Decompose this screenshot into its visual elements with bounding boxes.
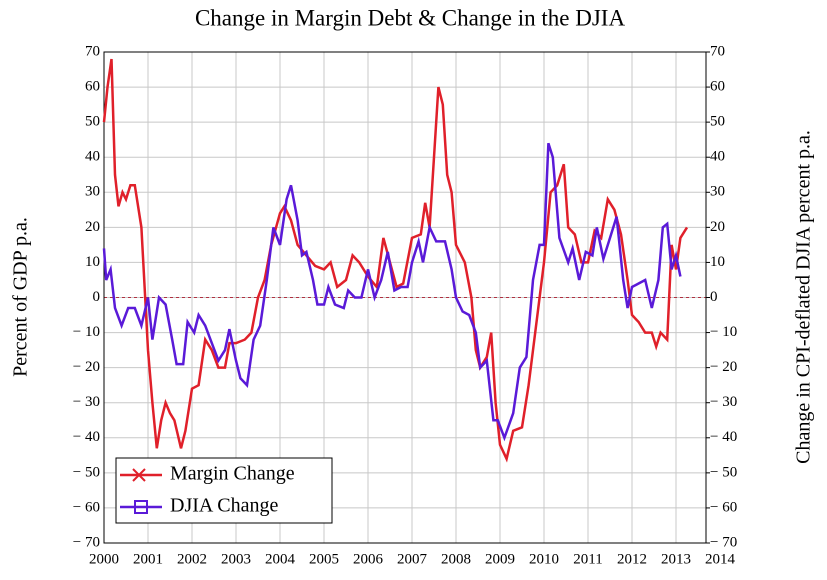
y-tick-label: 0 — [93, 289, 101, 305]
x-tick-label: 2003 — [221, 551, 251, 567]
y-tick-label: 10 — [85, 254, 100, 270]
x-tick-label: 2012 — [617, 551, 647, 567]
y-tick-label: − 70 — [73, 534, 100, 550]
y2-tick-label: 0 — [710, 289, 718, 305]
y2-tick-label: − 20 — [710, 359, 737, 375]
x-tick-label: 2004 — [265, 551, 296, 567]
y2-tick-label: 50 — [710, 114, 725, 130]
x-tick-label: 2001 — [133, 551, 163, 567]
x-tick-label: 2006 — [353, 551, 384, 567]
x-tick-label: 2010 — [529, 551, 559, 567]
y2-tick-label: − 60 — [710, 499, 737, 515]
y-tick-label: − 40 — [73, 429, 100, 445]
y2-tick-label: − 10 — [710, 324, 737, 340]
x-tick-label: 2014 — [705, 551, 736, 567]
series-line — [102, 58, 689, 463]
y2-tick-label: 10 — [710, 254, 725, 270]
x-tick-label: 2011 — [573, 551, 602, 567]
x-tick-label: 2009 — [485, 551, 515, 567]
y-tick-label: − 60 — [73, 499, 100, 515]
y-tick-label: − 10 — [73, 324, 100, 340]
legend-marker — [134, 500, 148, 514]
y2-tick-label: − 30 — [710, 394, 737, 410]
y-axis-label: Percent of GDP p.a. — [10, 217, 32, 377]
y-tick-label: − 20 — [73, 359, 100, 375]
legend-label: DJIA Change — [170, 495, 278, 517]
y2-tick-label: 70 — [710, 43, 725, 59]
plot-frame — [103, 51, 707, 544]
y2-tick-label: 60 — [710, 79, 725, 95]
x-tick-label: 2007 — [397, 551, 428, 567]
y2-tick-label: − 40 — [710, 429, 737, 445]
legend-label: Margin Change — [170, 463, 295, 485]
y2-tick-label: − 70 — [710, 534, 737, 550]
y2-tick-label: − 50 — [710, 464, 737, 480]
y-tick-label: 40 — [85, 149, 100, 165]
y2-tick-label: 20 — [710, 219, 725, 235]
legend-marker — [132, 468, 146, 482]
y-tick-label: 70 — [85, 43, 100, 59]
chart-title: Change in Margin Debt & Change in the DJ… — [195, 5, 626, 30]
x-tick-label: 2002 — [177, 551, 207, 567]
y2-tick-label: 40 — [710, 149, 725, 165]
y2-axis-label: Change in CPI-deflated DJIA percent p.a. — [793, 130, 815, 464]
y-tick-label: 50 — [85, 114, 100, 130]
y-tick-label: 60 — [85, 79, 100, 95]
x-tick-label: 2005 — [309, 551, 339, 567]
y2-tick-label: 30 — [710, 184, 725, 200]
x-tick-label: 2000 — [89, 551, 119, 567]
y-tick-label: 30 — [85, 184, 100, 200]
x-tick-label: 2013 — [661, 551, 691, 567]
series-line — [102, 142, 682, 442]
legend-box — [115, 457, 333, 524]
y-tick-label: − 30 — [73, 394, 100, 410]
y-tick-label: 20 — [85, 219, 100, 235]
x-tick-label: 2008 — [441, 551, 471, 567]
y-tick-label: − 50 — [73, 464, 100, 480]
